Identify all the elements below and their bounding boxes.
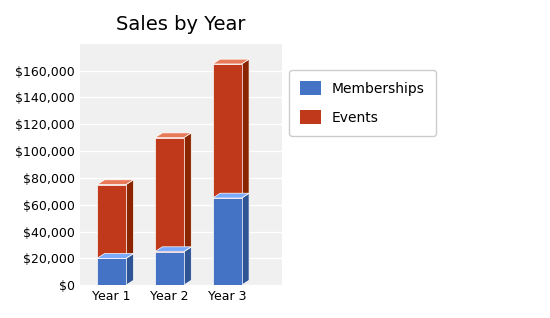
Polygon shape	[97, 185, 126, 258]
Polygon shape	[241, 193, 249, 285]
Polygon shape	[97, 253, 134, 258]
Polygon shape	[97, 180, 134, 185]
Polygon shape	[213, 193, 249, 198]
Polygon shape	[97, 258, 126, 285]
Polygon shape	[126, 253, 134, 285]
Title: Sales by Year: Sales by Year	[116, 15, 246, 34]
Legend: Memberships, Events: Memberships, Events	[289, 70, 436, 136]
Polygon shape	[155, 247, 191, 252]
Polygon shape	[155, 252, 184, 285]
Polygon shape	[213, 59, 249, 64]
Polygon shape	[213, 64, 241, 198]
Polygon shape	[241, 59, 249, 198]
Polygon shape	[155, 138, 184, 252]
Polygon shape	[155, 133, 191, 138]
Polygon shape	[126, 180, 134, 258]
Polygon shape	[213, 198, 241, 285]
Polygon shape	[184, 133, 191, 252]
Polygon shape	[184, 247, 191, 285]
